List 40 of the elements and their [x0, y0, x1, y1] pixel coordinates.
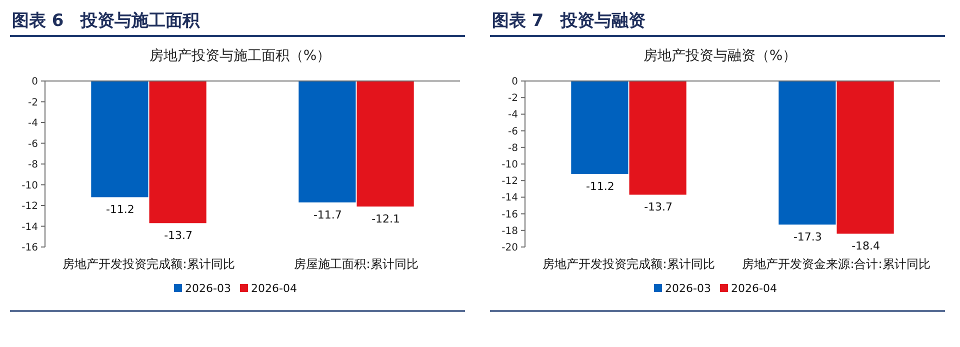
data-label: -11.2 [106, 203, 134, 216]
data-label: -17.3 [793, 230, 822, 244]
x-tick-label: 房地产开发投资完成额:累计同比 [62, 257, 235, 271]
y-tick-label: -20 [502, 242, 518, 254]
chart-subtitle: 房地产投资与融资（%） [643, 48, 797, 64]
data-label: -11.2 [586, 180, 614, 193]
y-tick-label: -12 [502, 176, 518, 188]
legend-label: 2026-04 [731, 282, 777, 295]
x-tick-label: 房地产开发资金来源:合计:累计同比 [742, 257, 930, 271]
y-tick-label: -14 [502, 192, 518, 204]
chart-title: 图表 7 投资与融资 [492, 11, 646, 31]
y-tick-label: -16 [22, 242, 38, 254]
y-tick-label: 0 [512, 76, 518, 88]
y-tick-label: -14 [22, 222, 38, 233]
data-label: -11.7 [313, 208, 342, 222]
chart-title: 图表 6 投资与施工面积 [12, 11, 201, 31]
chart-subtitle: 房地产投资与施工面积（%） [149, 48, 331, 64]
y-tick-label: -2 [28, 97, 38, 108]
y-tick-label: 0 [32, 76, 38, 88]
data-label: -13.7 [164, 229, 193, 242]
y-tick-label: -6 [28, 138, 38, 150]
legend-label: 2026-03 [185, 282, 231, 295]
y-tick-label: -8 [28, 160, 38, 170]
data-label: -18.4 [852, 240, 880, 253]
y-tick-label: -6 [508, 126, 518, 138]
y-tick-label: -18 [502, 226, 518, 237]
data-label: -13.7 [644, 200, 673, 214]
y-tick-label: -4 [508, 110, 518, 121]
data-label: -12.1 [372, 212, 400, 226]
y-tick-label: -10 [22, 180, 38, 192]
y-tick-label: -8 [508, 142, 518, 154]
x-tick-label: 房地产开发投资完成额:累计同比 [542, 257, 715, 271]
y-tick-label: -16 [502, 209, 518, 220]
legend-label: 2026-03 [665, 282, 711, 295]
legend-label: 2026-04 [251, 282, 297, 295]
y-tick-label: -10 [502, 160, 518, 170]
y-tick-label: -12 [22, 201, 38, 212]
y-tick-label: -2 [508, 93, 518, 104]
x-tick-label: 房屋施工面积:累计同比 [294, 257, 418, 271]
y-tick-label: -4 [28, 118, 38, 129]
